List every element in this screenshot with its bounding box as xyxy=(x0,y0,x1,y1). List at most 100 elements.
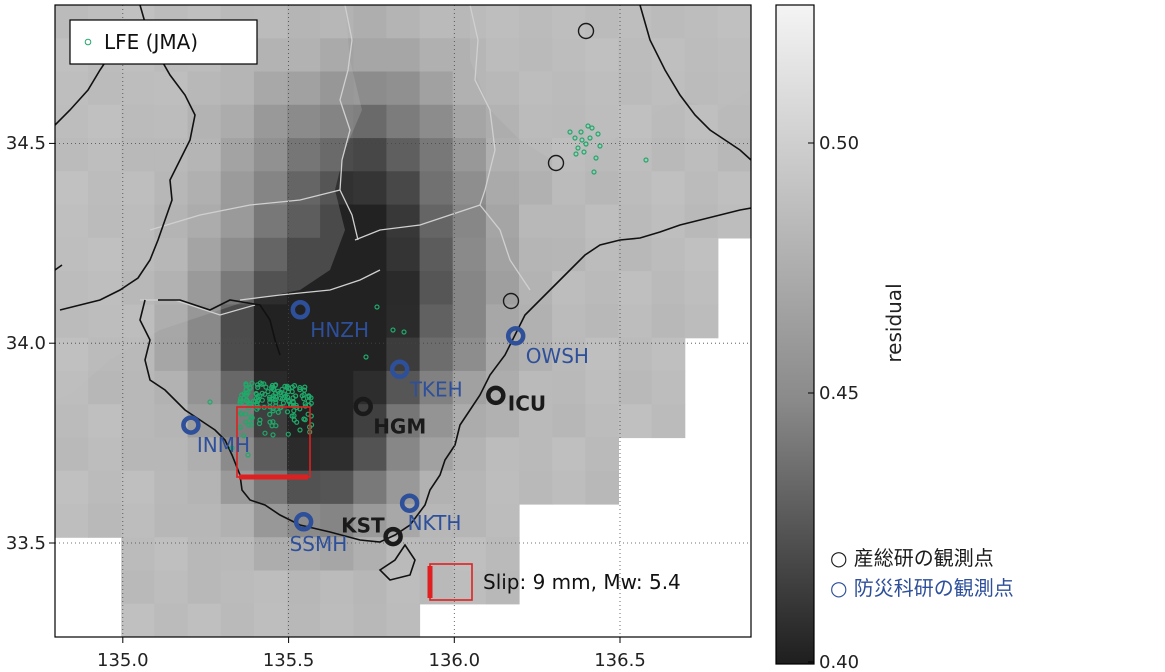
residual-cell xyxy=(419,204,454,239)
station-marker-hnzh[interactable] xyxy=(290,300,311,320)
lfe-cluster-north xyxy=(363,123,649,360)
residual-cell xyxy=(187,171,222,206)
lfe-marker xyxy=(237,424,243,430)
residual-cell xyxy=(519,104,553,139)
lfe-marker xyxy=(241,433,247,439)
station-label-hgm: HGM xyxy=(373,415,426,439)
residual-cell xyxy=(485,304,520,339)
residual-cell xyxy=(552,237,586,272)
station-marker-owsh[interactable] xyxy=(505,326,526,346)
station-marker-nkth[interactable] xyxy=(399,493,420,513)
residual-cell xyxy=(717,5,751,39)
lfe-marker xyxy=(257,417,263,423)
residual-cell xyxy=(452,237,487,272)
residual-cell xyxy=(519,171,553,206)
aist-station-note: ○ 産総研の観測点 xyxy=(830,546,994,570)
residual-cell xyxy=(320,237,354,272)
residual-cell xyxy=(121,537,155,572)
residual-cell xyxy=(55,204,89,239)
residual-cell xyxy=(187,437,222,472)
station-marker-ssmh[interactable] xyxy=(293,512,314,532)
residual-cell xyxy=(419,71,454,106)
residual-cell xyxy=(88,271,122,305)
residual-cell xyxy=(452,171,487,206)
residual-cell xyxy=(320,437,354,472)
residual-cell xyxy=(353,104,387,139)
residual-cell xyxy=(320,204,354,239)
station-marker-tkeh[interactable] xyxy=(389,359,410,380)
residual-cell xyxy=(618,104,653,139)
residual-cell xyxy=(485,537,520,572)
residual-cell xyxy=(585,437,619,472)
residual-cell xyxy=(287,204,321,239)
residual-cell xyxy=(485,204,520,239)
residual-cell xyxy=(88,204,122,239)
residual-cell xyxy=(419,171,454,206)
lfe-marker xyxy=(248,422,255,428)
lfe-marker xyxy=(291,383,298,389)
residual-cell xyxy=(552,370,586,405)
legend-box: LFE (JMA) xyxy=(69,19,258,65)
residual-grid xyxy=(55,5,751,637)
residual-cell xyxy=(386,304,421,339)
residual-cell xyxy=(519,71,553,106)
residual-cell xyxy=(419,104,454,139)
station-label-nkth: NKTH xyxy=(408,511,462,535)
residual-cell xyxy=(353,5,387,39)
residual-cell xyxy=(353,537,387,572)
residual-cell xyxy=(154,603,189,637)
residual-cell xyxy=(485,404,520,439)
residual-cell xyxy=(386,404,421,439)
residual-cell xyxy=(353,271,387,305)
residual-cell xyxy=(220,503,255,538)
fault-slip-patch xyxy=(236,406,311,480)
residual-cell xyxy=(253,603,288,637)
residual-cell xyxy=(585,304,619,339)
y-tick-label: 34.5 xyxy=(6,133,46,154)
residual-cell xyxy=(220,138,255,172)
residual-cell xyxy=(187,570,222,605)
residual-cell xyxy=(452,304,487,339)
residual-cell xyxy=(55,171,89,206)
residual-cell xyxy=(121,304,155,339)
residual-cell xyxy=(287,71,321,106)
residual-cell xyxy=(154,104,189,139)
residual-cell xyxy=(253,237,288,272)
residual-cell xyxy=(684,138,719,172)
station-marker-icu[interactable] xyxy=(486,385,506,406)
station-marker-kst[interactable] xyxy=(383,526,403,547)
residual-cell xyxy=(419,537,454,572)
station-markers: HNZH OWSH TKEH INMH NKTH SSMH HGM ICU KST xyxy=(181,300,589,556)
residual-cell xyxy=(452,537,487,572)
lfe-marker xyxy=(297,385,303,391)
land-region xyxy=(55,5,751,400)
residual-cell xyxy=(88,104,122,139)
residual-cell xyxy=(154,537,189,572)
residual-cell xyxy=(452,570,487,605)
residual-cell xyxy=(684,5,719,39)
lfe-marker xyxy=(270,386,276,392)
residual-cell xyxy=(386,570,421,605)
residual-cell xyxy=(651,138,686,172)
residual-cell xyxy=(519,38,553,73)
lfe-marker xyxy=(302,384,308,390)
residual-cell xyxy=(684,171,719,206)
lfe-marker xyxy=(259,390,265,396)
residual-cell xyxy=(585,5,619,39)
residual-cell xyxy=(386,271,421,305)
lfe-marker xyxy=(279,396,286,402)
residual-cell xyxy=(253,5,288,39)
residual-cell xyxy=(320,138,354,172)
lfe-marker xyxy=(255,384,261,390)
residual-cell xyxy=(88,503,122,538)
station-marker-hgm[interactable] xyxy=(353,396,373,417)
residual-cell xyxy=(88,304,122,339)
residual-cell xyxy=(287,570,321,605)
slip-scale-box xyxy=(427,563,473,601)
lfe-marker xyxy=(305,398,311,404)
residual-cell xyxy=(684,38,719,73)
residual-cell xyxy=(353,470,387,505)
residual-cell xyxy=(154,503,189,538)
station-marker-inmh[interactable] xyxy=(181,415,201,435)
lfe-marker xyxy=(243,397,250,403)
